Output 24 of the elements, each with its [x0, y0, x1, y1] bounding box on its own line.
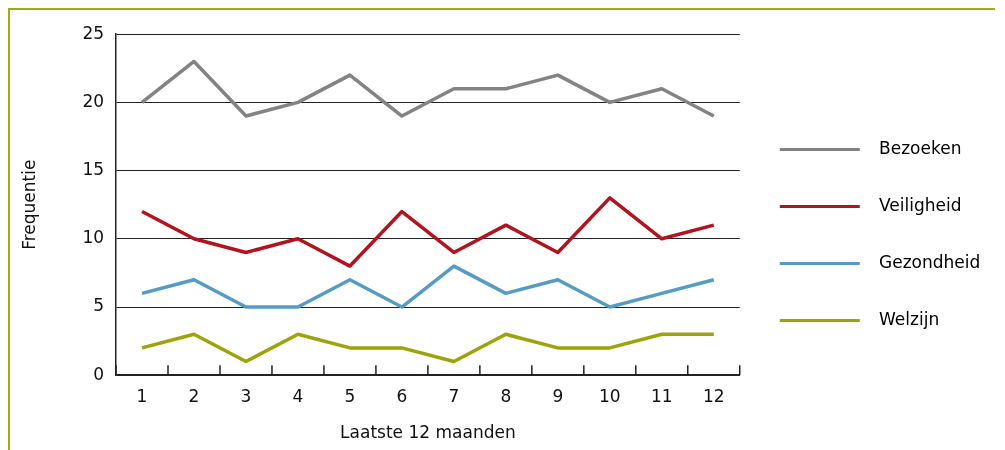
- x-tick-label: 8: [500, 385, 512, 406]
- y-tick-label: 20: [82, 90, 105, 111]
- y-tick-label: 25: [82, 22, 105, 43]
- x-tick-label: 12: [702, 385, 725, 406]
- x-tick-label: 9: [552, 385, 564, 406]
- x-tick-label: 4: [292, 385, 304, 406]
- x-axis-title: Laatste 12 maanden: [340, 422, 516, 443]
- x-tick-label: 3: [240, 385, 252, 406]
- x-tick-label: 6: [396, 385, 408, 406]
- legend-label: Veiligheid: [868, 194, 962, 215]
- x-tick-label: 10: [598, 385, 621, 406]
- y-tick-label: 15: [82, 159, 105, 180]
- legend-label: Welzijn: [868, 308, 940, 329]
- x-tick-label: 11: [650, 385, 673, 406]
- x-tick-label: 5: [344, 385, 356, 406]
- y-tick-label: 10: [82, 227, 105, 248]
- legend-label: Gezondheid: [868, 251, 981, 272]
- x-tick-label: 1: [136, 385, 148, 406]
- y-tick-label: 5: [93, 295, 105, 316]
- legend-label: Bezoeken: [868, 137, 962, 158]
- x-tick-label: 7: [448, 385, 460, 406]
- y-tick-label: 0: [93, 363, 105, 384]
- y-axis-title: Frequentie: [18, 159, 39, 250]
- x-tick-label: 2: [188, 385, 200, 406]
